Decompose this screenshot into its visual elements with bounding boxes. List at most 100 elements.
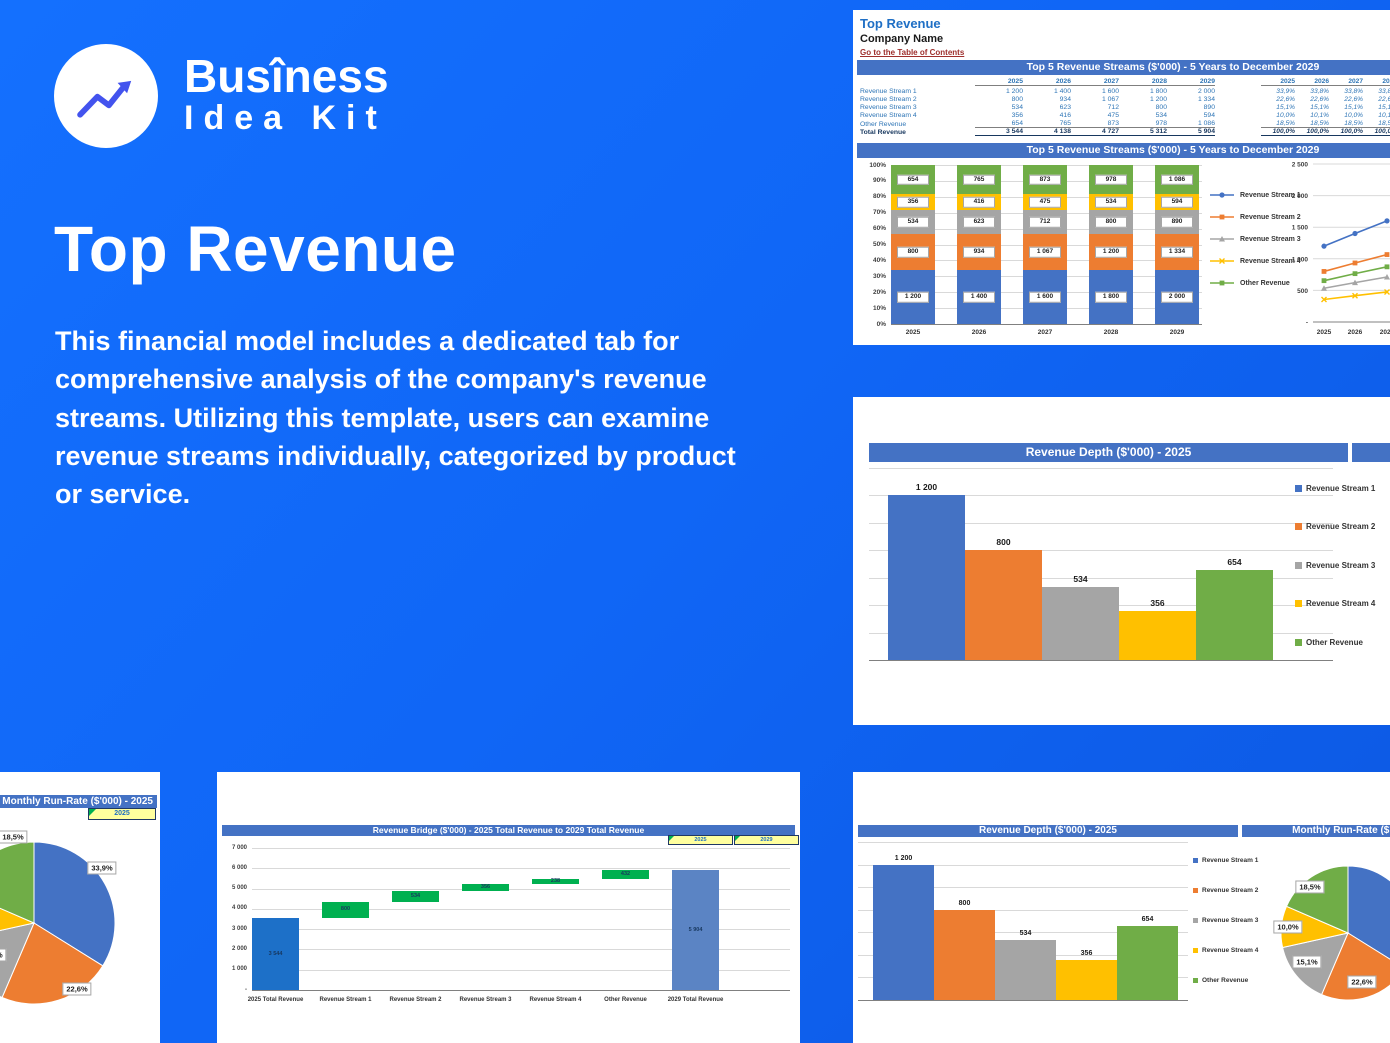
pie-slice [0,922,35,999]
legend-label: Revenue Stream 4 [1306,599,1376,608]
y-axis-tick: 1 000 [231,966,247,973]
brand-logo-circle [54,44,158,148]
filter-corner-mark [89,809,96,816]
sheet-title: Top Revenue [860,16,941,31]
legend-entry: Revenue Stream 3 [1295,561,1375,570]
bar [1196,570,1273,660]
bar-value-label: 1 200 [894,854,913,862]
year-filter-cell[interactable]: 2025 [88,808,156,820]
pie-slice [1347,865,1390,960]
table-cell: 2027 [1071,78,1119,87]
legend-marker-icon [1295,639,1302,646]
gridline [252,848,790,849]
table-cell-pct: 15,1% [1344,104,1363,112]
x-axis-label: 2025 [1317,329,1332,336]
x-axis-label: 2029 Total Revenue [667,997,724,1003]
legend-marker-icon [1295,485,1302,492]
bar-value-label: 654 [1141,916,1154,924]
table-cell: 1 200 [1149,95,1167,103]
table-cell-pct: 10,1% [1310,112,1329,120]
pie-icon [0,841,116,1005]
table-cell-pct: 18,5% [1261,120,1295,128]
table-cell: 2 000 [1197,87,1215,95]
bar-value-label: 3 544 [268,950,283,957]
x-axis-label: 2025 [905,329,921,336]
table-cell: 1 334 [1197,95,1215,103]
legend-marker-icon [1193,888,1198,893]
bar-value-label: 800 [958,899,971,907]
legend-label: Revenue Stream 4 [1202,947,1259,954]
table-cell: 1 400 [1053,87,1071,95]
segment-value-label: 623 [963,217,995,228]
runrate-pie-chart: 33,9%22,6%15,1%10,0%18,5% [0,827,160,1043]
segment-value-label: 416 [963,197,995,208]
table-cell-pct: 18,5% [1329,120,1363,128]
table-cell-pct: 100,0% [1363,128,1390,137]
year-filter-cell-start[interactable]: 2025 [668,835,733,845]
depth-bar-chart: 1 200 800 534 356 654 [853,463,1390,713]
pie-slice-label: 22,6% [1347,975,1377,989]
gridline [252,888,790,890]
pie-slice-label: 33,9% [87,861,117,875]
bar-value-label: 356 [1150,598,1165,609]
segment-value-label: 873 [1029,174,1061,185]
y-axis-tick: 500 [1297,288,1308,295]
segment-value-label: 978 [1095,174,1127,185]
pie-slice-label: 15,1% [0,948,7,962]
table-cell: 1 800 [1149,87,1167,95]
filter-corner-mark [735,836,740,841]
depth-chart-header-bar: Revenue Depth ($'000) - 2025 [869,443,1348,462]
legend-label: Revenue Stream 4 [1240,257,1301,265]
segment-value-label: 1 200 [897,291,929,303]
legend-label: Revenue Stream 2 [1202,887,1259,894]
legend-entry: Revenue Stream 2 [1210,212,1301,222]
table-cell-pct: 2026 [1295,78,1329,87]
gridline [869,522,1333,524]
table-cell: 800 [1155,104,1167,112]
table-cell: 1 600 [1101,87,1119,95]
stream-legend: Revenue Stream 1 Revenue Stream 2 Revenue … [1210,178,1340,298]
legend-entry: Revenue Stream 4 [1193,947,1258,954]
table-cell: 356 [1011,112,1023,120]
x-axis-label: 2027 [1037,329,1053,336]
table-of-contents-link[interactable]: Go to the Table of Contents [860,48,965,57]
table-cell-pct: 10,1% [1378,112,1390,120]
legend-entry: Revenue Stream 1 [1210,190,1301,200]
y-axis-tick: 2 500 [1292,162,1309,169]
table-cell: 5 904 [1167,128,1215,137]
bar [934,909,995,1000]
legend-label: Other Revenue [1202,977,1249,984]
table-cell: 2025 [975,78,1023,87]
gridline [252,868,790,870]
segment-value-label: 594 [1161,196,1193,208]
pie-icon [1280,865,1390,1001]
table-cell-pct: 22,6% [1310,95,1329,103]
x-axis-label: 2029 [1169,329,1185,336]
waterfall-bar [252,918,299,990]
x-axis-label: Other Revenue [604,997,647,1003]
gridline [858,842,1188,843]
waterfall-bar [392,891,439,902]
table-cell: 1 067 [1101,95,1119,103]
segment-value-label: 712 [1029,217,1061,228]
table-cell: 765 [1023,120,1071,128]
segment-value-label: 534 [897,217,929,228]
bar-value-label: 5 904 [688,926,703,933]
bar [1119,611,1196,660]
segment-value-label: 1 400 [963,291,995,303]
bar-value-label: 534 [410,892,421,899]
revenue-table: 202520262027202820292025202620272028Reve… [860,78,1390,137]
bridge-header-bar: Revenue Bridge ($'000) - 2025 Total Reve… [222,825,795,836]
year-filter-cell-end[interactable]: 2029 [734,835,799,845]
table-cell-pct: 10,0% [1276,112,1295,120]
legend-marker-icon [1210,214,1234,220]
gridline [858,932,1188,934]
table-cell-pct: 100,0% [1295,128,1329,137]
table-cell: 978 [1119,120,1167,128]
bar-value-label: 432 [620,871,631,878]
table-cell: 2029 [1167,78,1215,87]
segment-value-label: 765 [963,174,995,185]
year-filter-start-value: 2025 [694,837,707,843]
y-axis-tick: 90% [872,177,886,185]
x-axis-label: Revenue Stream 1 [319,997,372,1003]
